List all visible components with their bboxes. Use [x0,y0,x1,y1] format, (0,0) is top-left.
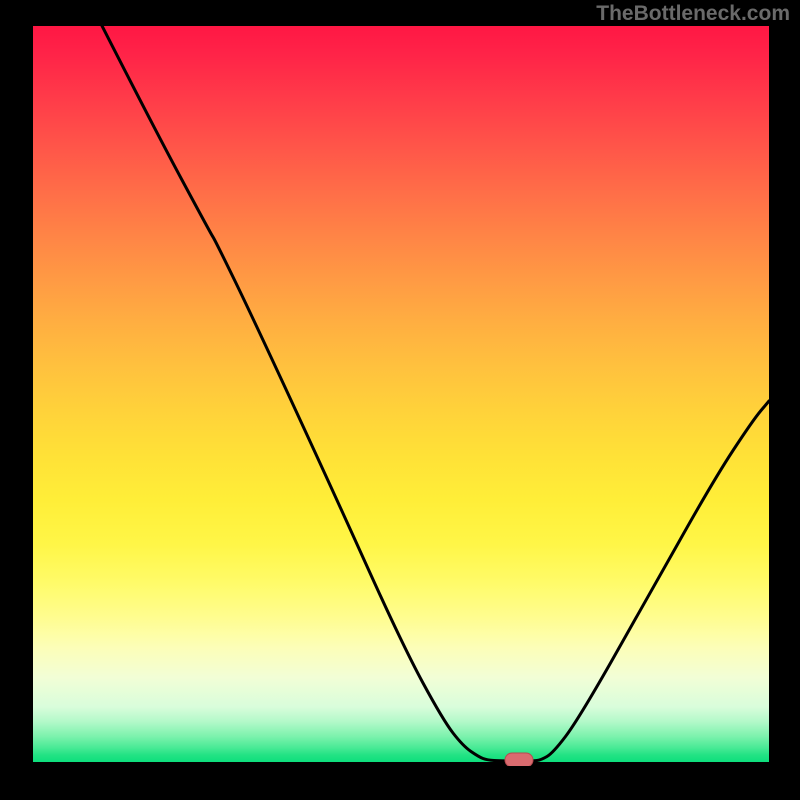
gradient-background [33,26,769,766]
optimal-marker [504,752,534,766]
optimal-marker-pill [505,753,533,766]
baseline [33,762,769,766]
chart-svg [33,26,769,766]
watermark-text: TheBottleneck.com [596,2,790,26]
chart-container: TheBottleneck.com [0,0,800,800]
plot-area [33,26,769,766]
